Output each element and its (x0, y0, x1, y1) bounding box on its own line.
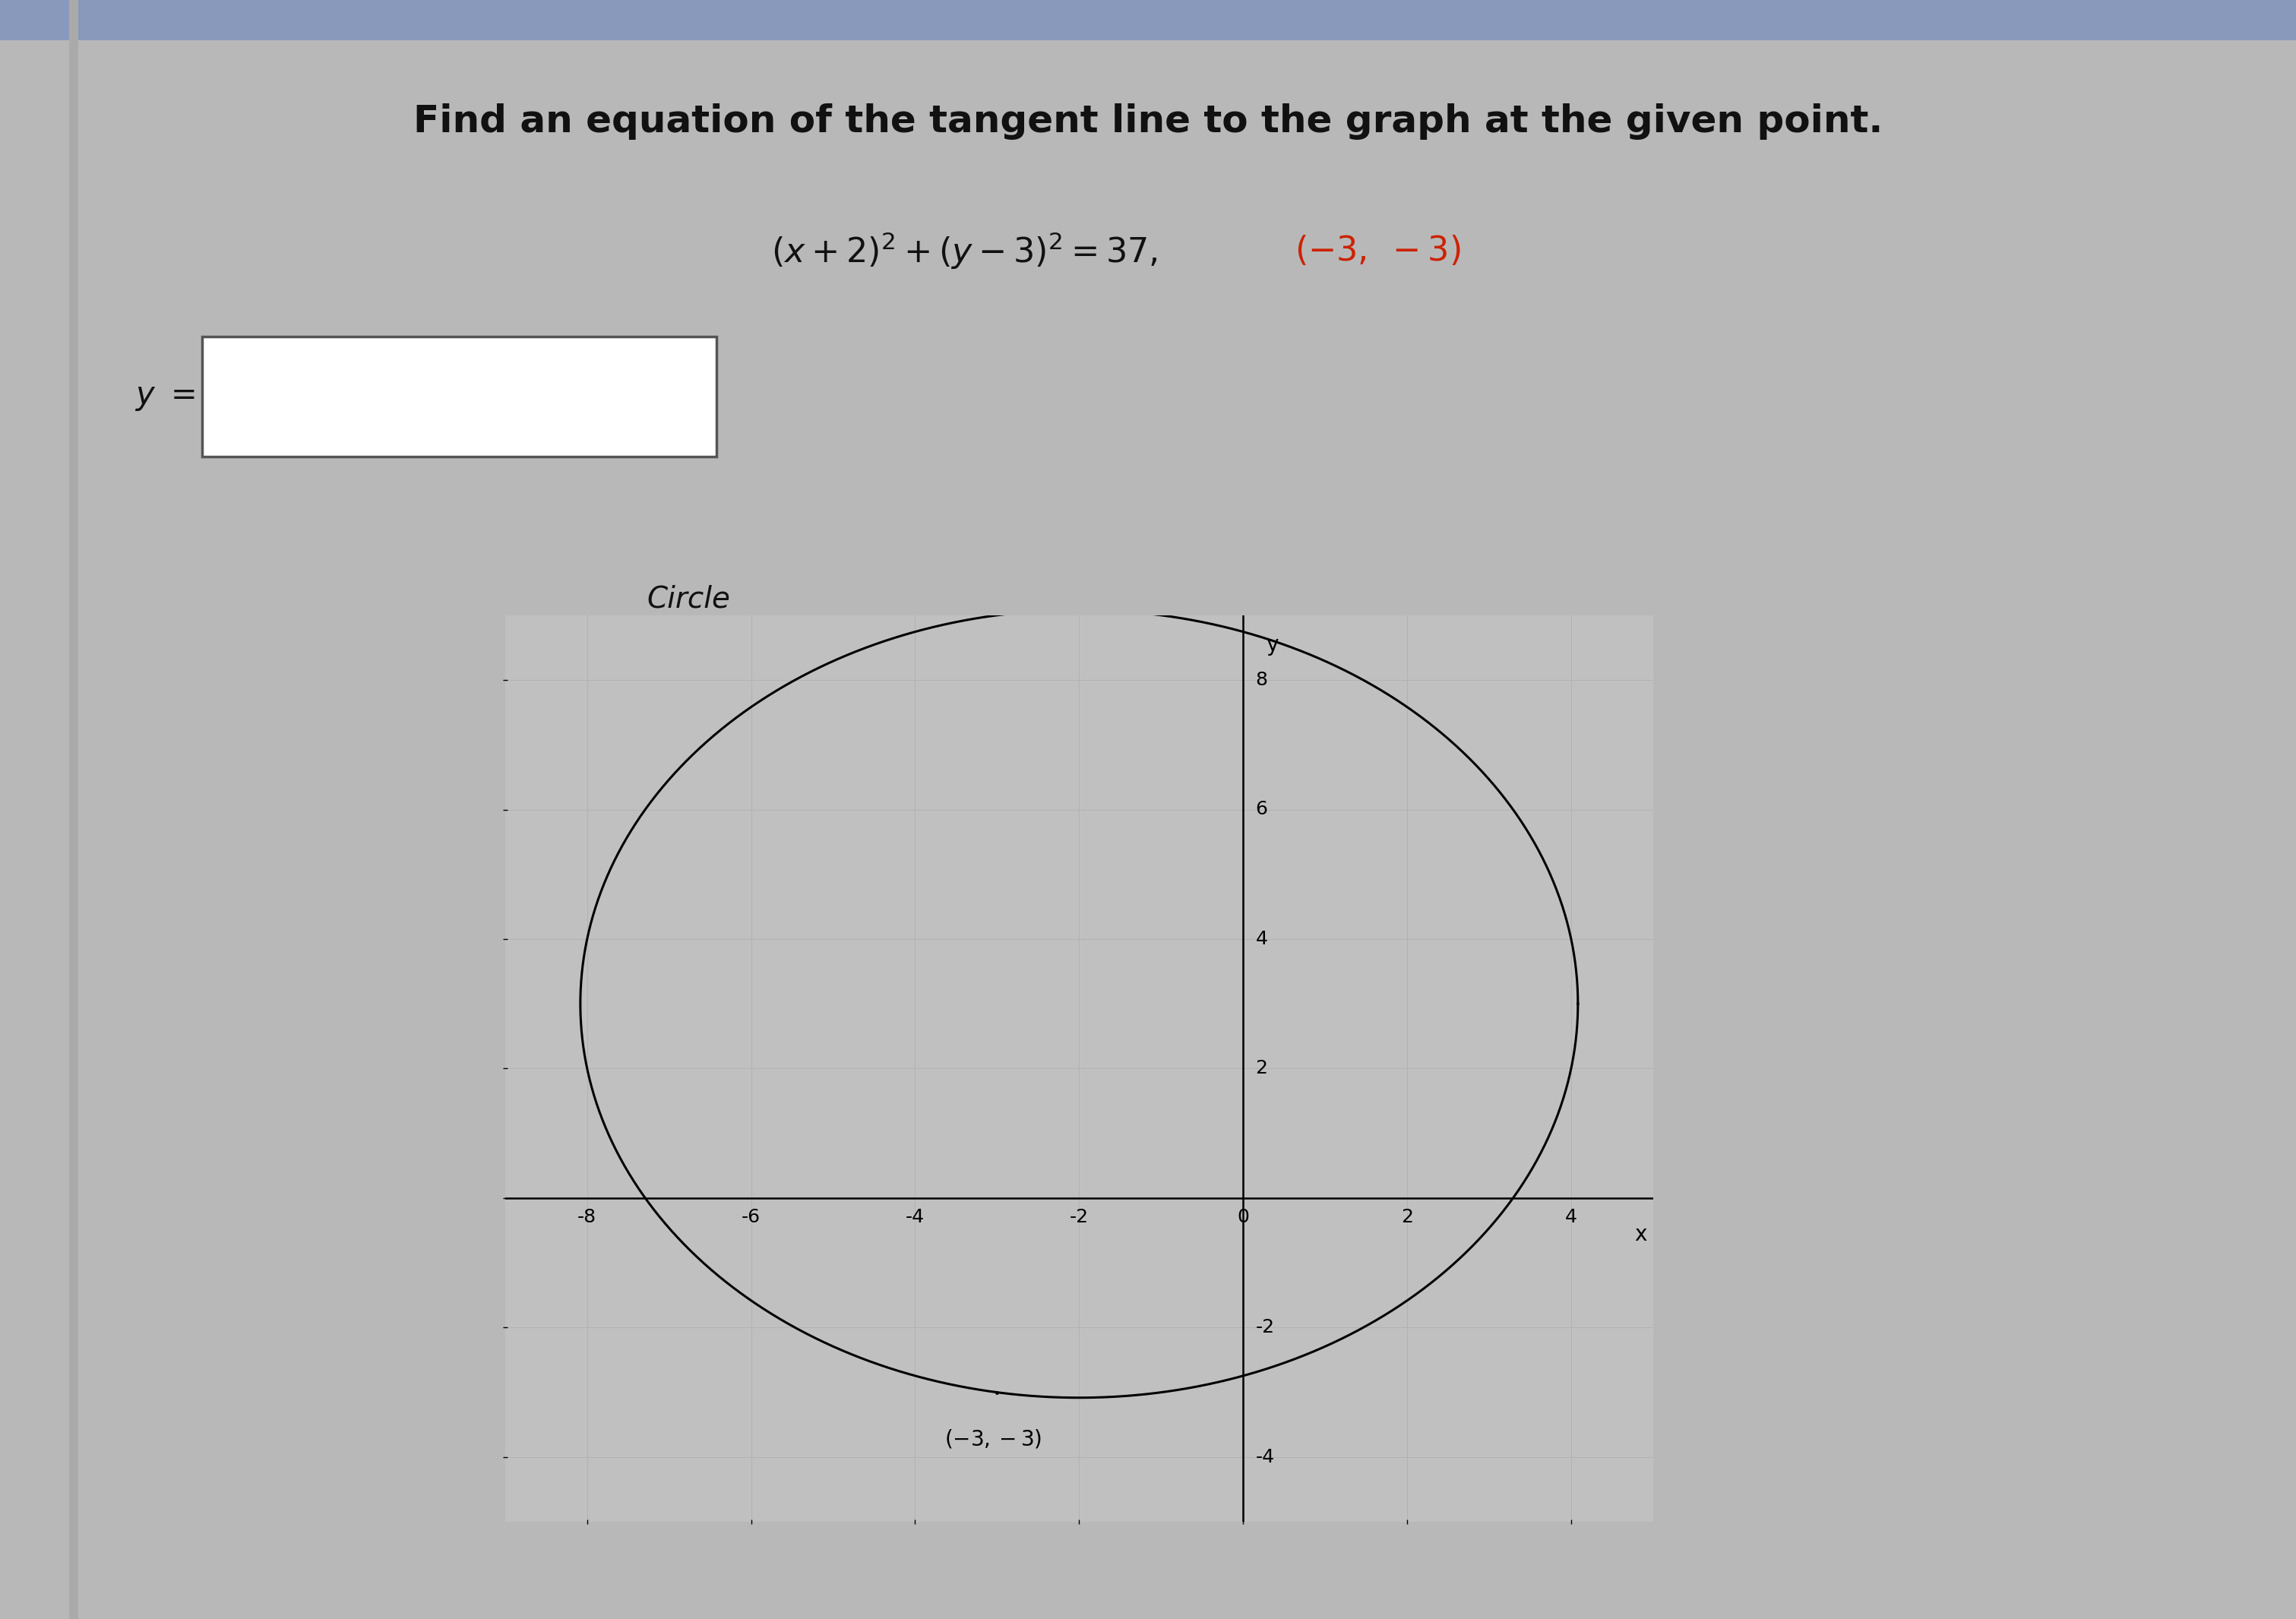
Text: Find an equation of the tangent line to the graph at the given point.: Find an equation of the tangent line to … (413, 104, 1883, 139)
Text: -2: -2 (1070, 1208, 1088, 1226)
Text: 6: 6 (1256, 800, 1267, 819)
Bar (69, 0, 78, 1619)
Text: 8: 8 (1256, 670, 1267, 690)
Text: 4: 4 (1256, 929, 1267, 949)
Text: -6: -6 (742, 1208, 760, 1226)
Text: -4: -4 (905, 1208, 925, 1226)
Text: Circle: Circle (647, 584, 730, 614)
Text: $(-3,\ -3)$: $(-3,\ -3)$ (1295, 235, 1460, 267)
Text: $(-3, -3)$: $(-3, -3)$ (944, 1428, 1042, 1451)
Text: -2: -2 (1256, 1318, 1274, 1337)
Text: 0: 0 (1238, 1208, 1249, 1226)
Text: -4: -4 (1256, 1447, 1274, 1467)
Text: x: x (1635, 1224, 1646, 1245)
Text: 2: 2 (1401, 1208, 1414, 1226)
Text: -8: -8 (579, 1208, 597, 1226)
Text: 4: 4 (1566, 1208, 1577, 1226)
Text: $(x + 2)^2 + (y - 3)^2 = 37,$: $(x + 2)^2 + (y - 3)^2 = 37,$ (771, 230, 1157, 272)
Bar (0, 0, 2296, 40)
Text: $y\ =$: $y\ =$ (135, 380, 195, 413)
Text: y: y (1265, 635, 1279, 656)
Text: 2: 2 (1256, 1059, 1267, 1078)
FancyBboxPatch shape (202, 337, 716, 457)
